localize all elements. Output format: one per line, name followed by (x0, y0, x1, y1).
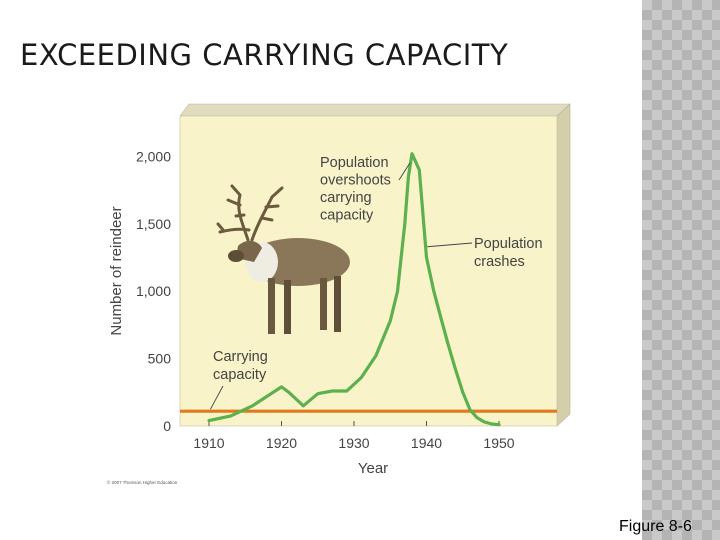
plot-background (179, 115, 558, 427)
population-line (207, 152, 501, 427)
annotation-overshoot-line: overshoots (320, 173, 391, 189)
annotation-overshoot-leader (398, 162, 411, 181)
annotation-capacity-line: Carrying (213, 349, 268, 365)
reindeer-illustration (216, 184, 350, 334)
y-tick-label: 2,000 (136, 148, 171, 164)
x-tick-label: 1930 (338, 435, 369, 451)
x-axis-ticks: 1910 1920 1930 1940 1950 (193, 421, 515, 451)
x-tick-label: 1920 (266, 435, 297, 451)
annotation-overshoot-line: carrying (320, 190, 372, 206)
annotation-overshoot-line: capacity (320, 208, 374, 224)
annotation-capacity-leader (210, 385, 224, 410)
y-axis-ticks: 0 500 1,000 1,500 2,000 (136, 148, 171, 434)
decorative-pattern-band (642, 0, 720, 540)
y-tick-label: 1,500 (136, 216, 171, 232)
plot-box-top-face (179, 103, 571, 117)
x-tick-label: 1910 (193, 435, 224, 451)
annotation-crash: Population crashes (427, 236, 547, 270)
annotation-crash-line: Population (474, 236, 543, 252)
y-tick-label: 1,000 (136, 283, 171, 299)
annotation-capacity-line: capacity (213, 367, 267, 383)
x-tick-label: 1940 (411, 435, 442, 451)
plot-box-side-face (556, 103, 571, 427)
x-tick-label: 1950 (483, 435, 514, 451)
figure-label: Figure 8-6 (619, 518, 692, 535)
y-tick-label: 0 (163, 418, 171, 434)
slide-title: EXCEEDING CARRYING CAPACITY (20, 38, 509, 72)
y-tick-label: 500 (148, 351, 172, 367)
annotation-crash-leader (427, 242, 473, 248)
annotation-capacity: Carrying capacity (210, 349, 272, 410)
annotation-overshoot-line: Population (320, 155, 389, 171)
y-axis-title: Number of reindeer (108, 206, 125, 335)
svg-text:Population crashes: Population crashes (474, 236, 547, 270)
annotation-crash-line: crashes (474, 254, 525, 270)
svg-text:Carrying capacity: Carrying capacity (213, 349, 272, 383)
x-axis-title: Year (358, 460, 388, 477)
svg-text:Population overshoots: Population overshoots carrying capacity (320, 155, 395, 224)
copyright-credit: © 2007 Thomson Higher Education (107, 479, 178, 485)
annotation-overshoot: Population overshoots carrying capacity (320, 155, 411, 224)
